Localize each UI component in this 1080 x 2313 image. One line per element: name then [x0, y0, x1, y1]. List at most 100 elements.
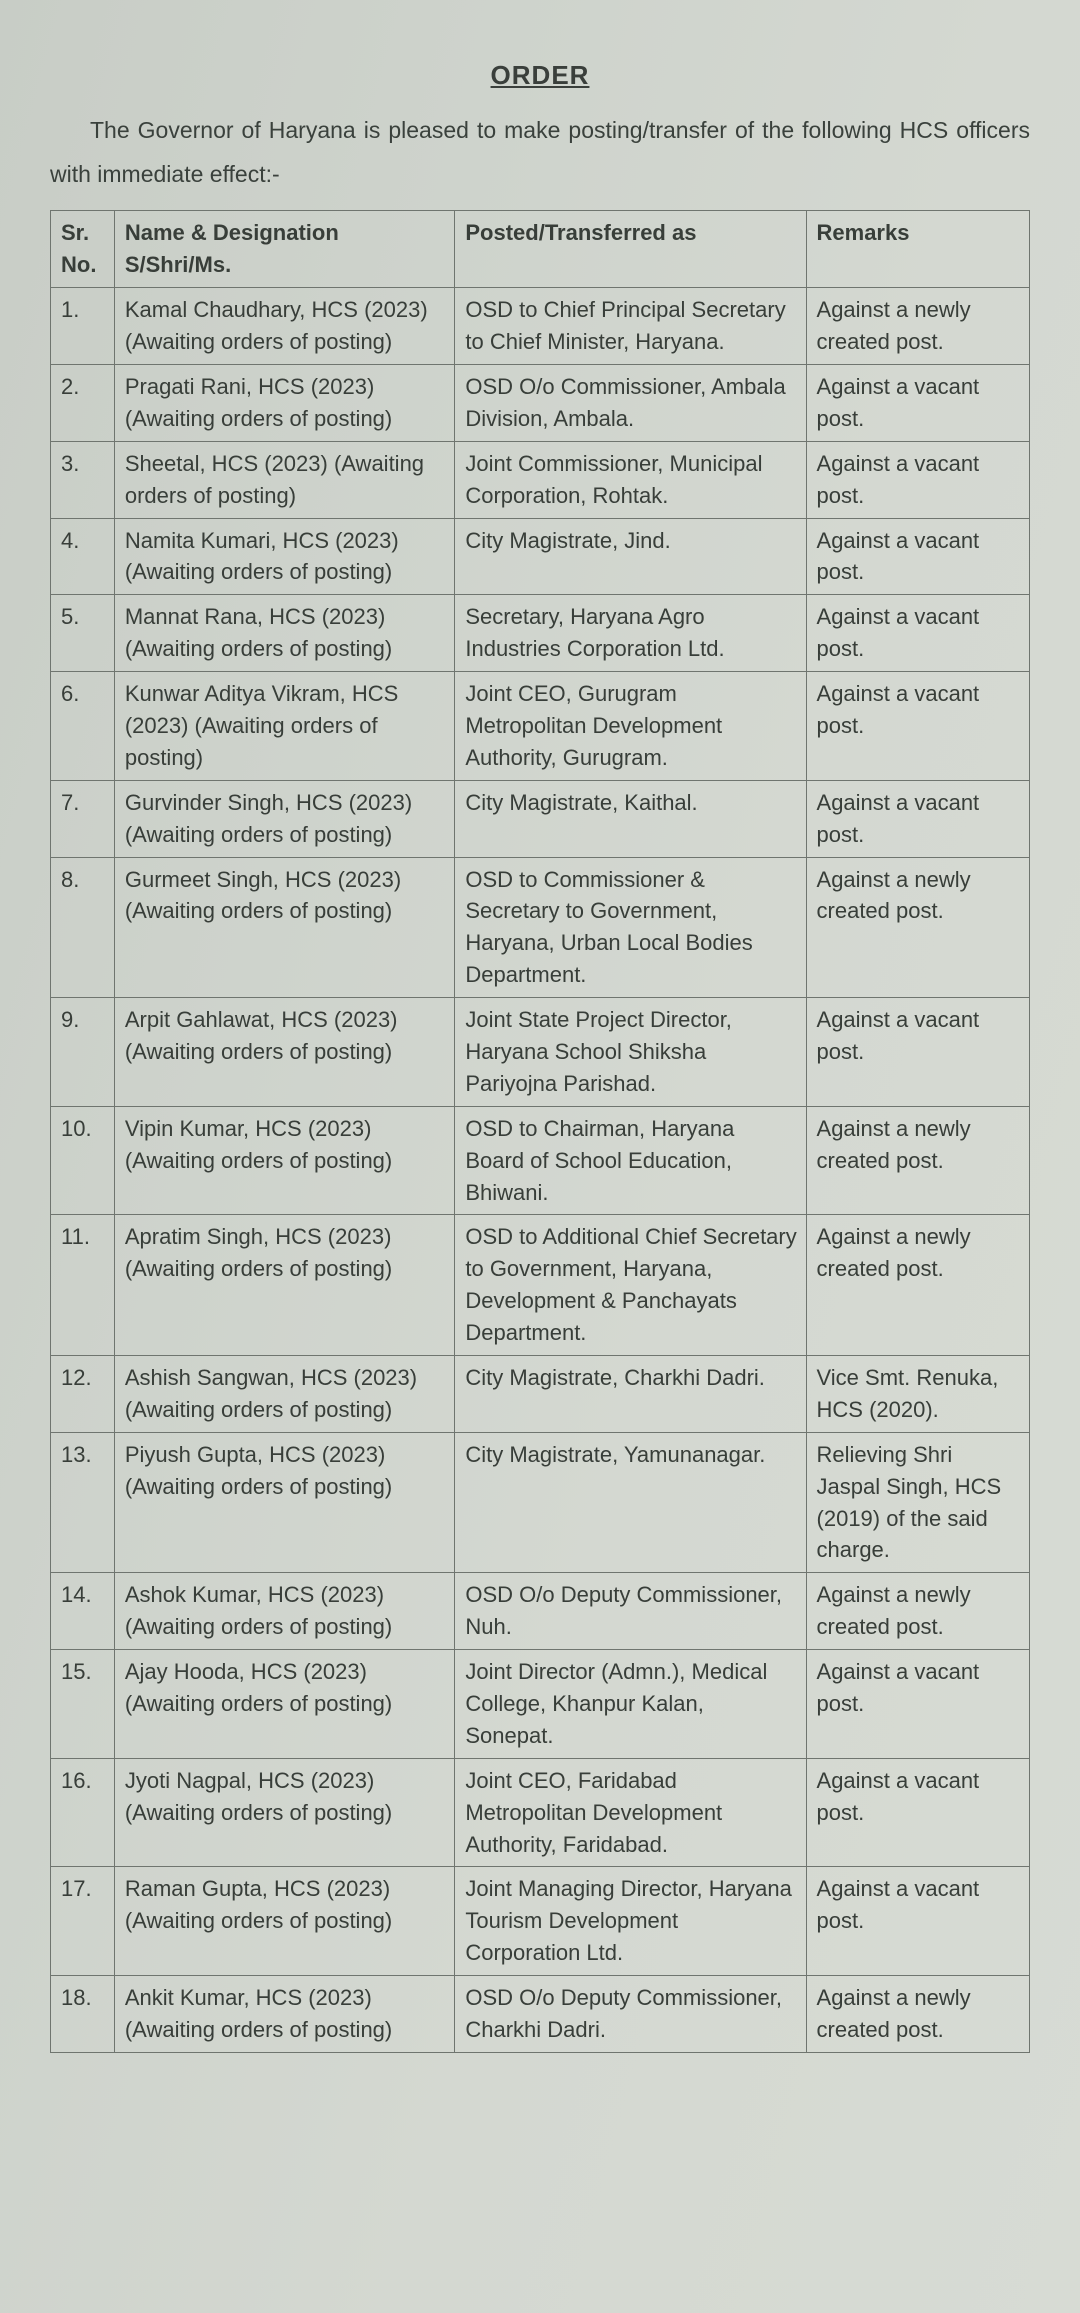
cell-remarks: Against a newly created post.	[806, 288, 1029, 365]
cell-srno: 12.	[51, 1355, 115, 1432]
cell-posted-as: OSD O/o Commissioner, Ambala Division, A…	[455, 364, 806, 441]
table-row: 5.Mannat Rana, HCS (2023) (Awaiting orde…	[51, 595, 1030, 672]
cell-name-designation: Gurmeet Singh, HCS (2023) (Awaiting orde…	[114, 857, 455, 998]
table-row: 8.Gurmeet Singh, HCS (2023) (Awaiting or…	[51, 857, 1030, 998]
cell-name-designation: Ashish Sangwan, HCS (2023) (Awaiting ord…	[114, 1355, 455, 1432]
table-row: 6.Kunwar Aditya Vikram, HCS (2023) (Awai…	[51, 672, 1030, 781]
cell-srno: 16.	[51, 1758, 115, 1867]
cell-posted-as: Joint Managing Director, Haryana Tourism…	[455, 1867, 806, 1976]
table-body: 1.Kamal Chaudhary, HCS (2023) (Awaiting …	[51, 288, 1030, 2053]
cell-remarks: Against a vacant post.	[806, 441, 1029, 518]
cell-posted-as: Joint CEO, Faridabad Metropolitan Develo…	[455, 1758, 806, 1867]
cell-name-designation: Raman Gupta, HCS (2023) (Awaiting orders…	[114, 1867, 455, 1976]
cell-remarks: Against a vacant post.	[806, 1867, 1029, 1976]
table-row: 4.Namita Kumari, HCS (2023) (Awaiting or…	[51, 518, 1030, 595]
table-row: 3.Sheetal, HCS (2023) (Awaiting orders o…	[51, 441, 1030, 518]
cell-srno: 15.	[51, 1650, 115, 1759]
col-header-name: Name & Designation S/Shri/Ms.	[114, 211, 455, 288]
cell-posted-as: Joint Commissioner, Municipal Corporatio…	[455, 441, 806, 518]
cell-name-designation: Gurvinder Singh, HCS (2023) (Awaiting or…	[114, 780, 455, 857]
cell-srno: 8.	[51, 857, 115, 998]
cell-remarks: Against a newly created post.	[806, 1106, 1029, 1215]
table-row: 14.Ashok Kumar, HCS (2023) (Awaiting ord…	[51, 1573, 1030, 1650]
cell-srno: 1.	[51, 288, 115, 365]
cell-name-designation: Apratim Singh, HCS (2023) (Awaiting orde…	[114, 1215, 455, 1356]
table-row: 16.Jyoti Nagpal, HCS (2023) (Awaiting or…	[51, 1758, 1030, 1867]
cell-remarks: Against a newly created post.	[806, 1976, 1029, 2053]
table-row: 18.Ankit Kumar, HCS (2023) (Awaiting ord…	[51, 1976, 1030, 2053]
table-row: 2.Pragati Rani, HCS (2023) (Awaiting ord…	[51, 364, 1030, 441]
col-header-srno: Sr. No.	[51, 211, 115, 288]
cell-name-designation: Ajay Hooda, HCS (2023) (Awaiting orders …	[114, 1650, 455, 1759]
cell-name-designation: Arpit Gahlawat, HCS (2023) (Awaiting ord…	[114, 998, 455, 1107]
intro-paragraph: The Governor of Haryana is pleased to ma…	[50, 109, 1030, 196]
cell-posted-as: OSD O/o Deputy Commissioner, Nuh.	[455, 1573, 806, 1650]
cell-remarks: Against a vacant post.	[806, 1650, 1029, 1759]
cell-remarks: Against a vacant post.	[806, 595, 1029, 672]
cell-name-designation: Pragati Rani, HCS (2023) (Awaiting order…	[114, 364, 455, 441]
table-row: 12.Ashish Sangwan, HCS (2023) (Awaiting …	[51, 1355, 1030, 1432]
cell-srno: 11.	[51, 1215, 115, 1356]
cell-name-designation: Ankit Kumar, HCS (2023) (Awaiting orders…	[114, 1976, 455, 2053]
cell-srno: 5.	[51, 595, 115, 672]
cell-posted-as: OSD to Additional Chief Secretary to Gov…	[455, 1215, 806, 1356]
cell-name-designation: Mannat Rana, HCS (2023) (Awaiting orders…	[114, 595, 455, 672]
cell-remarks: Vice Smt. Renuka, HCS (2020).	[806, 1355, 1029, 1432]
table-row: 10.Vipin Kumar, HCS (2023) (Awaiting ord…	[51, 1106, 1030, 1215]
cell-remarks: Against a vacant post.	[806, 364, 1029, 441]
cell-posted-as: City Magistrate, Yamunanagar.	[455, 1432, 806, 1573]
cell-remarks: Against a newly created post.	[806, 857, 1029, 998]
cell-srno: 13.	[51, 1432, 115, 1573]
cell-srno: 4.	[51, 518, 115, 595]
cell-name-designation: Namita Kumari, HCS (2023) (Awaiting orde…	[114, 518, 455, 595]
cell-srno: 9.	[51, 998, 115, 1107]
cell-name-designation: Kamal Chaudhary, HCS (2023) (Awaiting or…	[114, 288, 455, 365]
cell-remarks: Against a vacant post.	[806, 672, 1029, 781]
cell-remarks: Against a vacant post.	[806, 998, 1029, 1107]
cell-srno: 14.	[51, 1573, 115, 1650]
cell-srno: 6.	[51, 672, 115, 781]
cell-srno: 18.	[51, 1976, 115, 2053]
table-row: 1.Kamal Chaudhary, HCS (2023) (Awaiting …	[51, 288, 1030, 365]
cell-remarks: Against a vacant post.	[806, 518, 1029, 595]
cell-srno: 10.	[51, 1106, 115, 1215]
cell-name-designation: Ashok Kumar, HCS (2023) (Awaiting orders…	[114, 1573, 455, 1650]
table-row: 15.Ajay Hooda, HCS (2023) (Awaiting orde…	[51, 1650, 1030, 1759]
table-row: 13.Piyush Gupta, HCS (2023) (Awaiting or…	[51, 1432, 1030, 1573]
cell-posted-as: City Magistrate, Jind.	[455, 518, 806, 595]
cell-posted-as: Joint State Project Director, Haryana Sc…	[455, 998, 806, 1107]
cell-srno: 2.	[51, 364, 115, 441]
cell-remarks: Against a vacant post.	[806, 1758, 1029, 1867]
postings-table: Sr. No. Name & Designation S/Shri/Ms. Po…	[50, 210, 1030, 2053]
cell-remarks: Relieving Shri Jaspal Singh, HCS (2019) …	[806, 1432, 1029, 1573]
cell-name-designation: Piyush Gupta, HCS (2023) (Awaiting order…	[114, 1432, 455, 1573]
cell-posted-as: OSD to Commissioner & Secretary to Gover…	[455, 857, 806, 998]
cell-posted-as: City Magistrate, Kaithal.	[455, 780, 806, 857]
table-row: 9.Arpit Gahlawat, HCS (2023) (Awaiting o…	[51, 998, 1030, 1107]
cell-name-designation: Kunwar Aditya Vikram, HCS (2023) (Awaiti…	[114, 672, 455, 781]
col-header-posted: Posted/Transferred as	[455, 211, 806, 288]
cell-posted-as: OSD to Chief Principal Secretary to Chie…	[455, 288, 806, 365]
table-row: 17.Raman Gupta, HCS (2023) (Awaiting ord…	[51, 1867, 1030, 1976]
cell-posted-as: Secretary, Haryana Agro Industries Corpo…	[455, 595, 806, 672]
order-title: ORDER	[50, 60, 1030, 91]
cell-remarks: Against a newly created post.	[806, 1573, 1029, 1650]
cell-name-designation: Vipin Kumar, HCS (2023) (Awaiting orders…	[114, 1106, 455, 1215]
cell-srno: 3.	[51, 441, 115, 518]
cell-name-designation: Jyoti Nagpal, HCS (2023) (Awaiting order…	[114, 1758, 455, 1867]
cell-srno: 17.	[51, 1867, 115, 1976]
cell-srno: 7.	[51, 780, 115, 857]
table-row: 11.Apratim Singh, HCS (2023) (Awaiting o…	[51, 1215, 1030, 1356]
cell-posted-as: Joint Director (Admn.), Medical College,…	[455, 1650, 806, 1759]
cell-posted-as: OSD O/o Deputy Commissioner, Charkhi Dad…	[455, 1976, 806, 2053]
cell-remarks: Against a vacant post.	[806, 780, 1029, 857]
page-container: { "title": "ORDER", "intro": "The Govern…	[0, 0, 1080, 2313]
col-header-remarks: Remarks	[806, 211, 1029, 288]
table-row: 7.Gurvinder Singh, HCS (2023) (Awaiting …	[51, 780, 1030, 857]
table-header-row: Sr. No. Name & Designation S/Shri/Ms. Po…	[51, 211, 1030, 288]
cell-name-designation: Sheetal, HCS (2023) (Awaiting orders of …	[114, 441, 455, 518]
cell-remarks: Against a newly created post.	[806, 1215, 1029, 1356]
cell-posted-as: City Magistrate, Charkhi Dadri.	[455, 1355, 806, 1432]
cell-posted-as: OSD to Chairman, Haryana Board of School…	[455, 1106, 806, 1215]
cell-posted-as: Joint CEO, Gurugram Metropolitan Develop…	[455, 672, 806, 781]
